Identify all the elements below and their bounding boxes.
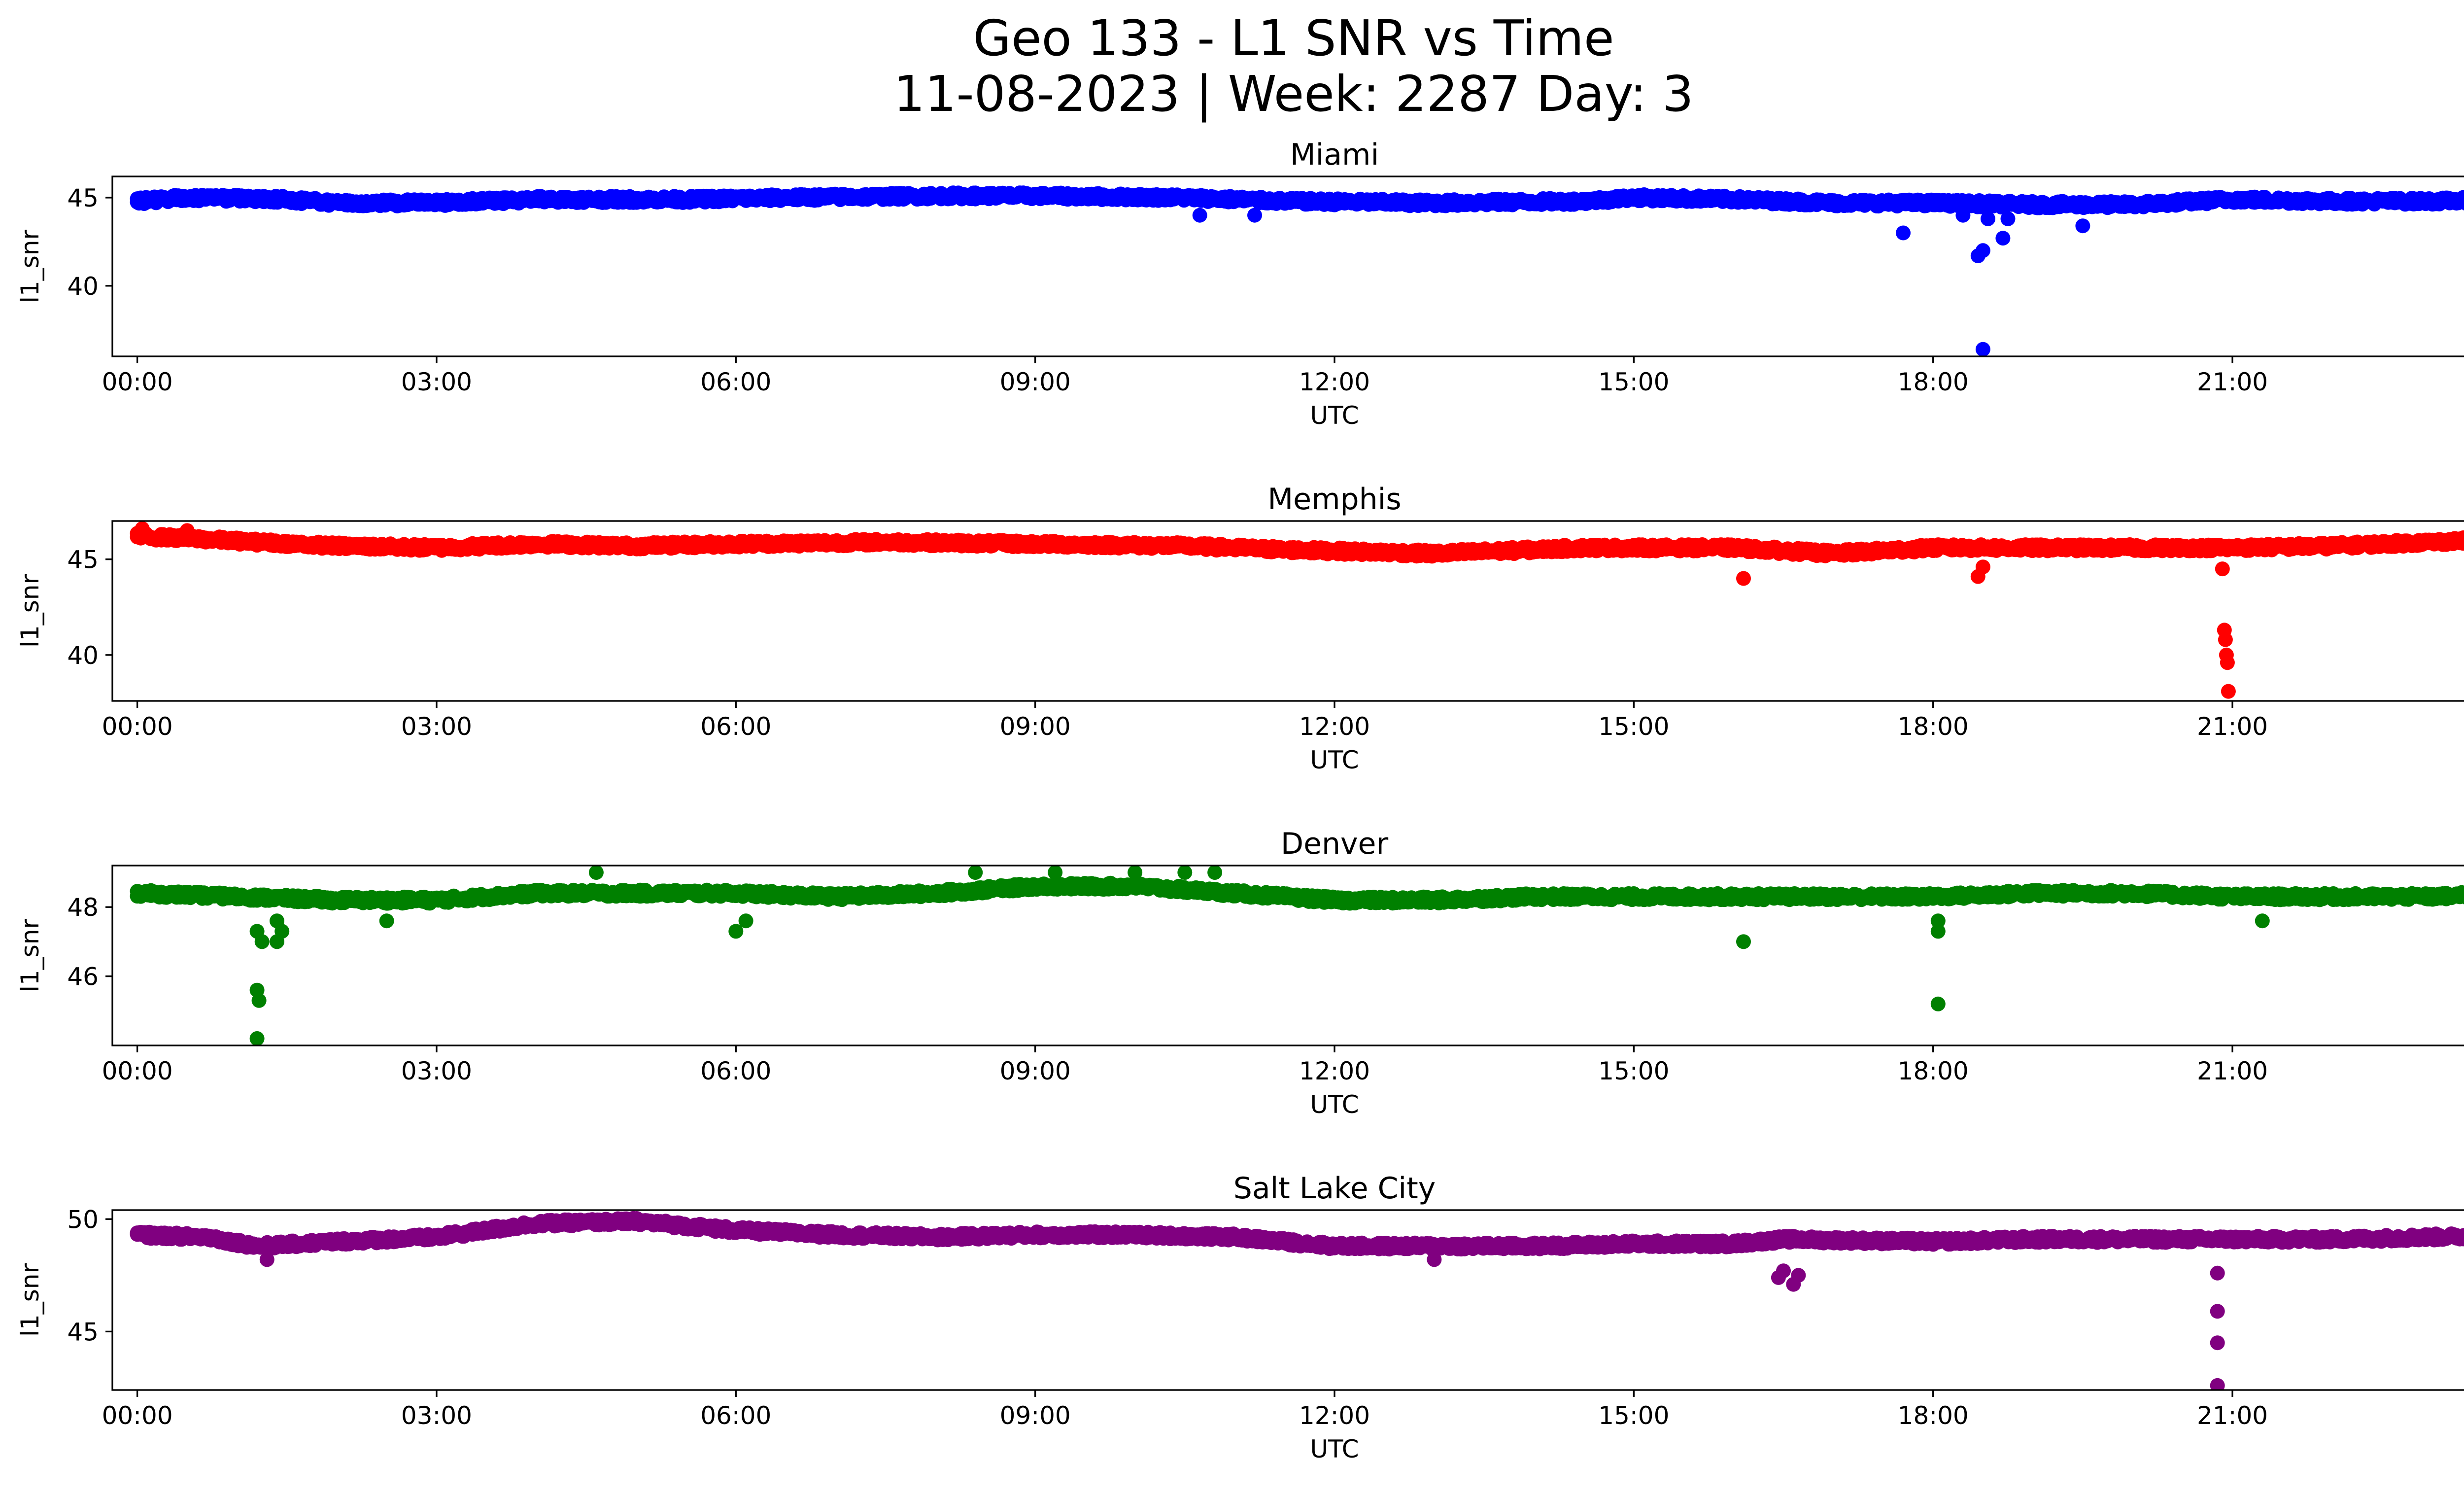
subplot-0: Miami 00:00 03:00 06:00 09:00 12:00 15:00 18:00… — [16, 138, 2464, 430]
outlier-point — [179, 523, 195, 538]
outlier-point — [2075, 218, 2090, 234]
y-tick-label: 40 — [67, 272, 99, 301]
outlier-point — [1981, 211, 1995, 226]
x-tick-label: 12:00 — [1299, 368, 1370, 396]
outlier-point — [2000, 211, 2016, 226]
series-points — [130, 185, 2464, 356]
x-tick-label: 21:00 — [2197, 712, 2268, 741]
x-tick-label: 15:00 — [1598, 368, 1669, 396]
data-point — [2463, 199, 2464, 208]
outlier-point — [1975, 342, 1990, 356]
y-tick-label: 40 — [67, 641, 99, 670]
outlier-point — [1975, 243, 1990, 258]
x-tick-label: 18:00 — [1898, 368, 1969, 396]
x-tick-label: 00:00 — [102, 368, 173, 396]
subplot-1: Memphis 00:00 03:00 06:00 09:00 12:00 15:00 18:… — [16, 482, 2464, 774]
outlier-point — [1955, 208, 1971, 223]
outlier-point — [1192, 208, 1207, 223]
outlier-point — [2220, 655, 2235, 670]
y-tick-label: 45 — [67, 184, 99, 212]
outlier-point — [2221, 684, 2236, 699]
y-axis-label: l1_snr — [16, 574, 44, 648]
series-points — [130, 866, 2464, 1045]
subplots: Miami 00:00 03:00 06:00 09:00 12:00 15:00 18:00… — [16, 138, 2464, 1463]
outlier-point — [2215, 561, 2230, 577]
x-tick-label: 00:00 — [102, 712, 173, 741]
figure-title: Geo 133 - L1 SNR vs Time — [973, 9, 1614, 67]
x-axis-label: UTC — [1310, 401, 1359, 430]
x-tick-label: 15:00 — [1598, 712, 1669, 741]
outlier-point — [135, 521, 150, 536]
x-tick-label: 18:00 — [1898, 712, 1969, 741]
x-axis-label: UTC — [1310, 746, 1359, 774]
x-tick-label: 21:00 — [2197, 368, 2268, 396]
series-points — [130, 521, 2464, 699]
x-tick-label: 03:00 — [401, 712, 472, 741]
x-tick-label: 09:00 — [1000, 712, 1071, 741]
x-tick-label: 06:00 — [700, 368, 771, 396]
y-tick-label: 45 — [67, 546, 99, 574]
subplot-title: Memphis — [1267, 482, 1401, 517]
outlier-point — [1736, 571, 1751, 586]
outlier-point — [2218, 632, 2233, 647]
data-point — [2463, 537, 2464, 546]
outlier-point — [1995, 231, 2011, 246]
outlier-point — [1975, 559, 1990, 575]
subplot-title: Denver — [1281, 827, 1389, 861]
outlier-point — [1896, 225, 1911, 241]
x-tick-label: 03:00 — [401, 368, 472, 396]
outlier-point — [1247, 208, 1262, 223]
x-tick-label: 12:00 — [1299, 712, 1370, 741]
y-axis-label: l1_snr — [16, 230, 44, 303]
x-tick-label: 06:00 — [700, 712, 771, 741]
x-tick-label: 09:00 — [1000, 368, 1071, 396]
subplot-title: Miami — [1290, 138, 1379, 172]
figure-subtitle: 11-08-2023 | Week: 2287 Day: 3 — [893, 65, 1693, 123]
